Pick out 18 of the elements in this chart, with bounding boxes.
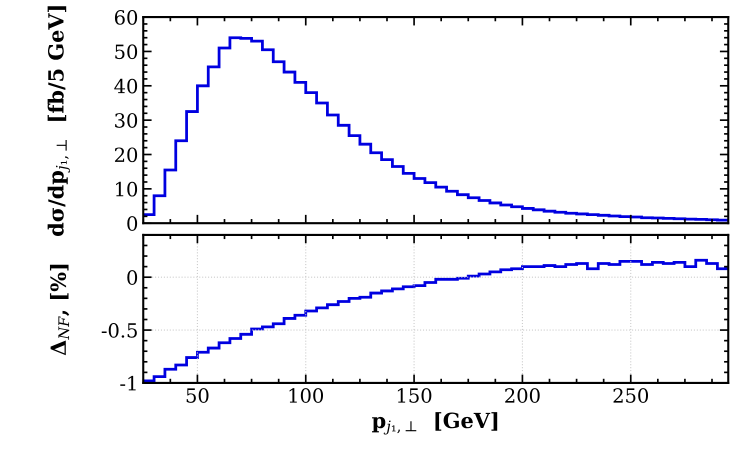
text: dσ/dp$_{j₁,⊥}$ [fb/5 GeV] <box>48 6 70 236</box>
y-axis-title: Δ$_{NF}$, [%] <box>50 264 70 356</box>
y-tick-label: -1 <box>120 376 136 390</box>
y-tick-label: 10 <box>116 182 138 197</box>
y-tick-label: 40 <box>114 78 138 94</box>
x-tick-label: 250 <box>614 388 648 403</box>
y-tick-label: 60 <box>114 10 138 25</box>
x-tick-label: 50 <box>186 388 208 403</box>
y-tick-label: 30 <box>115 113 138 128</box>
y-tick-label: 0 <box>127 216 138 231</box>
text: p$_{j₁,⊥}$ [GeV] <box>372 412 498 434</box>
y-tick-label: 0 <box>127 270 138 285</box>
x-tick-label: 150 <box>398 388 432 403</box>
y-tick-label: 50 <box>115 44 138 60</box>
x-tick-label: 200 <box>505 388 540 403</box>
y-tick-label: 20 <box>114 147 138 162</box>
x-tick-label: 100 <box>290 388 324 403</box>
y-tick-label: -0.5 <box>102 323 137 338</box>
